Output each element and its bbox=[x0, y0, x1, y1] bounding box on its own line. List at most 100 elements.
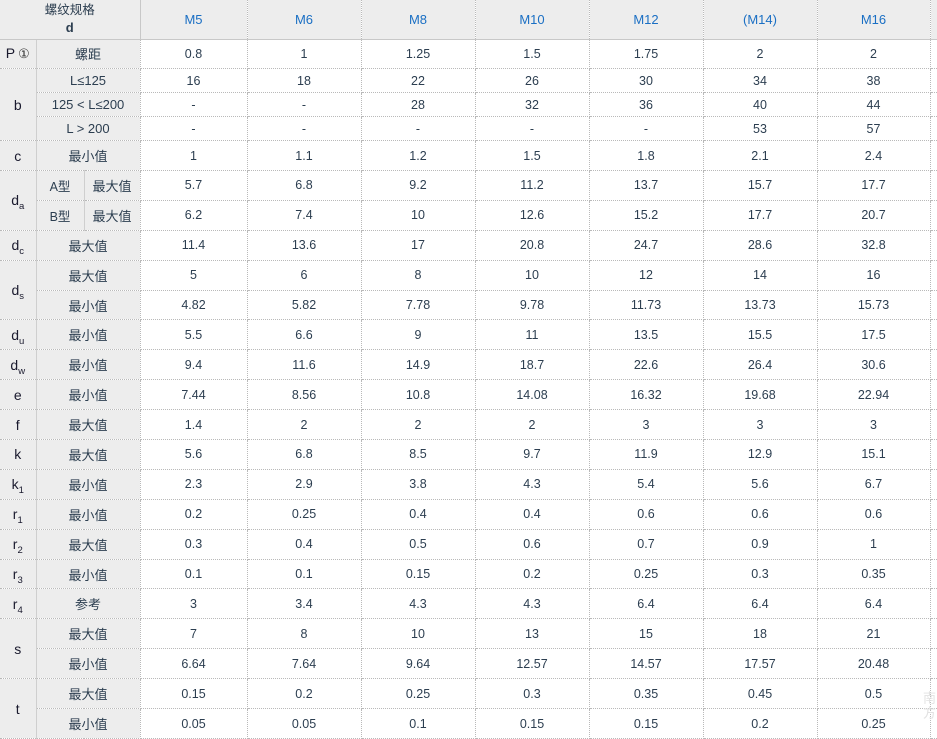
data-cell: 22.6 bbox=[589, 349, 704, 381]
data-cell: 28 bbox=[361, 92, 476, 118]
data-cell: 11.9 bbox=[589, 439, 704, 470]
data-cell: 0.5 bbox=[361, 529, 476, 560]
row-sub-label: 最小值 bbox=[36, 469, 141, 500]
symbol-subscript: w bbox=[18, 365, 26, 377]
symbol-base: t bbox=[15, 700, 20, 717]
data-cell: 14.9 bbox=[361, 349, 476, 381]
table-row: r4 参考 3 3.4 4.3 4.3 6.4 6.4 6.4 bbox=[0, 588, 937, 620]
row-symbol-dc: dc bbox=[0, 230, 37, 261]
data-cell: 2.9 bbox=[247, 469, 362, 500]
table-row: da A型 最大值 5.7 6.8 9.2 11.2 13.7 15.7 17.7 bbox=[0, 170, 937, 231]
data-cell: 4.3 bbox=[475, 469, 590, 500]
row-symbol-t: t bbox=[0, 678, 37, 739]
row-symbol-ds: ds bbox=[0, 260, 37, 321]
data-cell: 6 bbox=[247, 260, 362, 291]
row-symbol-k1: k1 bbox=[0, 469, 37, 500]
data-cell: 10 bbox=[475, 260, 590, 291]
data-cell: 20.7 bbox=[817, 200, 931, 231]
symbol-base: f bbox=[15, 416, 20, 433]
data-cell: 1.75 bbox=[589, 39, 704, 70]
data-cell: 0.9 bbox=[703, 529, 818, 560]
row-sub-label: 最小值 bbox=[36, 319, 141, 351]
symbol-subscript: 2 bbox=[17, 545, 23, 557]
data-cell: 7.4 bbox=[247, 200, 362, 231]
row-gutter bbox=[930, 588, 937, 620]
data-cell: 26 bbox=[475, 68, 590, 94]
header-corner-thread-spec: 螺纹规格 d bbox=[0, 0, 141, 40]
data-cell: 5.4 bbox=[589, 469, 704, 500]
data-cell: 22 bbox=[361, 68, 476, 94]
data-cell: 6.4 bbox=[703, 588, 818, 620]
data-cell: - bbox=[140, 116, 248, 142]
row-sub-label: 最大值 bbox=[84, 200, 141, 231]
data-cell: 1.5 bbox=[475, 39, 590, 70]
data-cell: - bbox=[247, 116, 362, 142]
row-gutter bbox=[930, 499, 937, 530]
data-cell: 1.1 bbox=[247, 140, 362, 171]
data-cell: 0.15 bbox=[475, 708, 590, 739]
table-row: t 最大值 0.15 0.2 0.25 0.3 0.35 0.45 0.5 bbox=[0, 678, 937, 739]
row-sub-label: 参考 bbox=[36, 588, 141, 620]
table-row: c 最小值 1 1.1 1.2 1.5 1.8 2.1 2.4 bbox=[0, 140, 937, 171]
row-gutter bbox=[930, 230, 937, 261]
data-cell: 15.1 bbox=[817, 439, 931, 470]
data-cell: 5.7 bbox=[140, 170, 248, 201]
data-cell: 0.25 bbox=[589, 559, 704, 590]
symbol-subscript: 3 bbox=[17, 575, 23, 587]
data-cell: 21 bbox=[817, 618, 931, 650]
row-sub-label: 最大值 bbox=[36, 230, 141, 261]
row-gutter bbox=[930, 559, 937, 590]
data-cell: 14 bbox=[703, 260, 818, 291]
data-cell: 9.2 bbox=[361, 170, 476, 201]
row-gutter bbox=[930, 379, 937, 411]
row-gutter bbox=[930, 319, 937, 351]
footnote-marker-icon: ① bbox=[18, 46, 30, 62]
data-cell: 7.78 bbox=[361, 290, 476, 321]
row-gutter bbox=[930, 39, 937, 70]
data-cell: 3.8 bbox=[361, 469, 476, 500]
data-cell: 17.5 bbox=[817, 319, 931, 351]
data-cell: 20.48 bbox=[817, 648, 931, 680]
symbol-base: r bbox=[12, 506, 18, 523]
data-cell: 0.15 bbox=[361, 559, 476, 590]
row-symbol-du: du bbox=[0, 319, 37, 351]
data-cell: 11.4 bbox=[140, 230, 248, 261]
symbol-subscript: c bbox=[19, 246, 25, 258]
row-gutter bbox=[930, 469, 937, 500]
data-cell: 0.35 bbox=[589, 678, 704, 710]
data-cell: 0.35 bbox=[817, 559, 931, 590]
data-cell: 12.9 bbox=[703, 439, 818, 470]
header-gutter bbox=[930, 0, 937, 40]
data-cell: 16.32 bbox=[589, 379, 704, 411]
symbol-base: c bbox=[14, 147, 22, 164]
table-row: k 最大值 5.6 6.8 8.5 9.7 11.9 12.9 15.1 bbox=[0, 439, 937, 470]
row-gutter bbox=[930, 439, 937, 470]
data-cell: 1.4 bbox=[140, 409, 248, 441]
data-cell: 12.6 bbox=[475, 200, 590, 231]
symbol-base: s bbox=[14, 640, 22, 657]
symbol-base: k bbox=[14, 446, 22, 463]
data-cell: 17.57 bbox=[703, 648, 818, 680]
data-cell: 1.25 bbox=[361, 39, 476, 70]
data-cell: 0.05 bbox=[247, 708, 362, 739]
data-cell: 1 bbox=[247, 39, 362, 70]
data-cell: 7 bbox=[140, 618, 248, 650]
table-row: 最小值 0.05 0.05 0.1 0.15 0.15 0.2 0.25 bbox=[0, 708, 937, 739]
data-cell: 1 bbox=[140, 140, 248, 171]
data-cell: 32.8 bbox=[817, 230, 931, 261]
data-cell: 2.4 bbox=[817, 140, 931, 171]
data-cell: 0.4 bbox=[361, 499, 476, 530]
data-cell: 0.25 bbox=[361, 678, 476, 710]
data-cell: 15 bbox=[589, 618, 704, 650]
data-cell: 34 bbox=[703, 68, 818, 94]
row-sub-label: 最小值 bbox=[36, 140, 141, 171]
row-sub-label: 125 < L≤200 bbox=[36, 92, 141, 118]
data-cell: 5 bbox=[140, 260, 248, 291]
data-cell: 0.1 bbox=[247, 559, 362, 590]
row-symbol-r3: r3 bbox=[0, 559, 37, 590]
data-cell: 6.64 bbox=[140, 648, 248, 680]
data-cell: 0.15 bbox=[589, 708, 704, 739]
row-sub-label: 最小值 bbox=[36, 349, 141, 381]
data-cell: 0.2 bbox=[140, 499, 248, 530]
